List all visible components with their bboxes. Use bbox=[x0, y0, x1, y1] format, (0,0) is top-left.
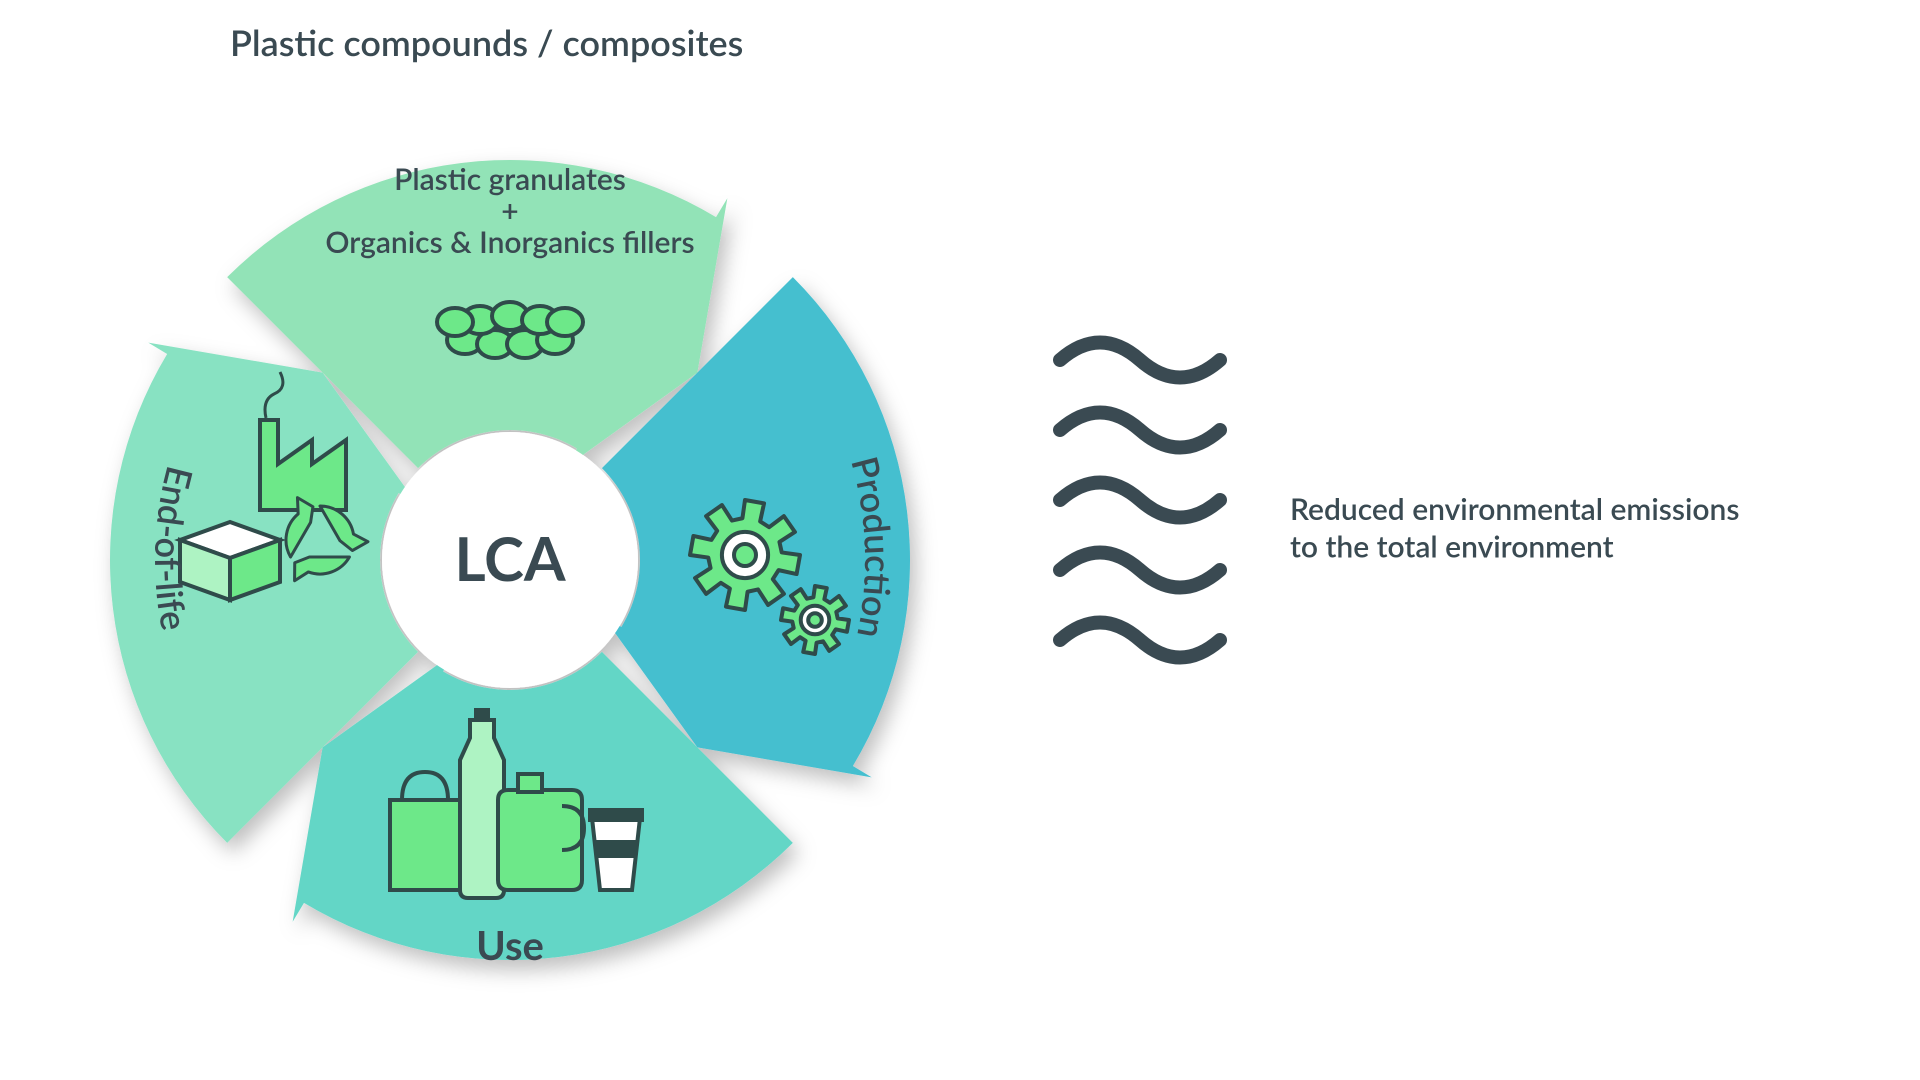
lca-cycle-diagram: LCAPlastic granulates+Organics & Inorgan… bbox=[0, 0, 1920, 1080]
segment-label-use: Use bbox=[476, 921, 544, 969]
page-title: Plastic compounds / composites bbox=[230, 20, 743, 64]
emission-wave bbox=[1060, 483, 1220, 518]
granulates-icon bbox=[437, 302, 583, 358]
emission-wave bbox=[1060, 343, 1220, 378]
center-label: LCA bbox=[455, 522, 566, 594]
emissions-caption: Reduced environmental emissionsto the to… bbox=[1290, 491, 1739, 565]
emission-wave bbox=[1060, 553, 1220, 588]
emission-wave bbox=[1060, 623, 1220, 658]
emission-wave bbox=[1060, 413, 1220, 448]
